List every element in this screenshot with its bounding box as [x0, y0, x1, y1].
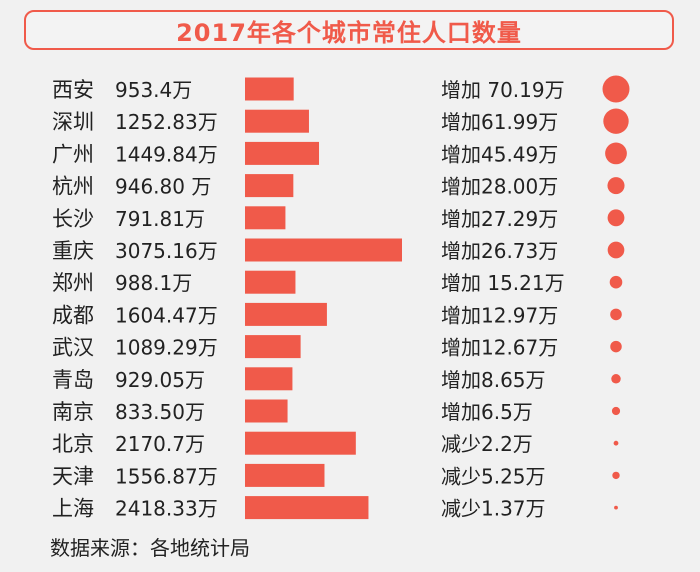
population-bar — [245, 109, 309, 133]
change-dot — [609, 275, 623, 289]
change-dot — [613, 440, 619, 446]
city-label: 青岛 — [52, 368, 94, 392]
population-label: 929.05万 — [115, 368, 205, 392]
city-label: 长沙 — [52, 207, 94, 231]
population-label: 1089.29万 — [115, 336, 218, 360]
change-label: 增加26.73万 — [441, 239, 558, 263]
change-dot — [607, 177, 625, 195]
change-dot — [602, 75, 630, 103]
population-bar — [245, 141, 320, 165]
population-bar — [245, 463, 325, 487]
city-label: 杭州 — [52, 175, 94, 199]
population-label: 2418.33万 — [115, 497, 218, 521]
chart-title-box: 2017年各个城市常住人口数量 — [24, 10, 674, 50]
change-dot — [605, 142, 627, 165]
data-source-note: 数据来源：各地统计局 — [50, 536, 250, 560]
change-label: 增加27.29万 — [441, 207, 558, 231]
change-dot — [612, 471, 620, 480]
city-label: 上海 — [52, 497, 94, 521]
city-label: 广州 — [52, 142, 94, 166]
population-label: 988.1万 — [115, 271, 192, 295]
change-label: 增加 70.19万 — [441, 78, 565, 102]
change-label: 减少5.25万 — [441, 464, 546, 488]
change-label: 增加45.49万 — [441, 142, 558, 166]
change-dot — [603, 108, 629, 134]
change-label: 增加61.99万 — [441, 110, 558, 134]
change-label: 增加8.65万 — [441, 368, 546, 392]
population-label: 1449.84万 — [115, 142, 218, 166]
population-bar — [245, 335, 301, 359]
change-dot — [607, 209, 625, 227]
population-label: 3075.16万 — [115, 239, 218, 263]
change-label: 增加12.97万 — [441, 303, 558, 327]
population-bar — [245, 302, 327, 326]
city-label: 重庆 — [52, 239, 94, 263]
change-label: 减少2.2万 — [441, 432, 533, 456]
population-label: 791.81万 — [115, 207, 205, 231]
city-label: 西安 — [52, 78, 94, 102]
change-dot — [611, 374, 621, 384]
population-bar — [245, 174, 294, 198]
change-dot — [611, 406, 621, 416]
change-label: 增加6.5万 — [441, 400, 533, 424]
population-label: 1252.83万 — [115, 110, 218, 134]
change-label: 增加 15.21万 — [441, 271, 565, 295]
population-bar — [245, 238, 402, 262]
city-label: 天津 — [52, 464, 94, 488]
population-bar — [245, 367, 293, 391]
change-label: 增加28.00万 — [441, 175, 558, 199]
change-dot — [607, 241, 625, 259]
change-dot — [610, 340, 622, 353]
population-label: 1556.87万 — [115, 464, 218, 488]
city-label: 成都 — [52, 303, 94, 327]
change-dot — [614, 505, 618, 510]
city-label: 武汉 — [52, 336, 94, 360]
change-label: 减少1.37万 — [441, 497, 546, 521]
population-label: 1604.47万 — [115, 303, 218, 327]
city-label: 南京 — [52, 400, 94, 424]
population-label: 833.50万 — [115, 400, 205, 424]
population-label: 946.80 万 — [115, 175, 211, 199]
population-bar — [245, 270, 296, 294]
population-label: 953.4万 — [115, 78, 192, 102]
city-label: 深圳 — [52, 110, 94, 134]
population-bar — [245, 77, 294, 101]
population-label: 2170.7万 — [115, 432, 205, 456]
change-label: 增加12.67万 — [441, 336, 558, 360]
population-bar — [245, 496, 369, 520]
population-bar — [245, 206, 286, 230]
city-label: 郑州 — [52, 271, 94, 295]
change-dot — [610, 308, 622, 321]
population-bar — [245, 431, 356, 455]
chart-title: 2017年各个城市常住人口数量 — [176, 18, 522, 47]
population-bar — [245, 399, 288, 423]
city-label: 北京 — [52, 432, 94, 456]
